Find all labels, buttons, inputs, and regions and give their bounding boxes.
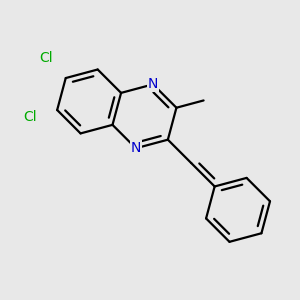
Text: N: N <box>131 141 141 155</box>
Text: Cl: Cl <box>23 110 37 124</box>
Text: N: N <box>148 77 158 91</box>
Text: Cl: Cl <box>39 51 53 65</box>
